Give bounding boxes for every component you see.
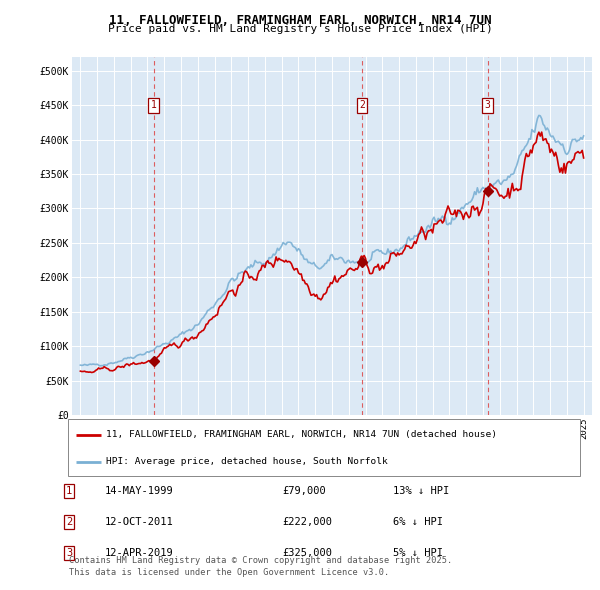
Text: 3: 3 [66,548,72,558]
Text: 13% ↓ HPI: 13% ↓ HPI [393,486,449,496]
Text: 2: 2 [359,100,365,110]
Text: 1: 1 [151,100,157,110]
Text: Contains HM Land Registry data © Crown copyright and database right 2025.
This d: Contains HM Land Registry data © Crown c… [69,556,452,577]
Text: 2: 2 [66,517,72,527]
Text: £222,000: £222,000 [282,517,332,527]
Text: 12-APR-2019: 12-APR-2019 [105,548,174,558]
FancyBboxPatch shape [68,419,580,476]
Text: 11, FALLOWFIELD, FRAMINGHAM EARL, NORWICH, NR14 7UN (detached house): 11, FALLOWFIELD, FRAMINGHAM EARL, NORWIC… [106,431,497,440]
Text: £325,000: £325,000 [282,548,332,558]
Text: 5% ↓ HPI: 5% ↓ HPI [393,548,443,558]
Text: 11, FALLOWFIELD, FRAMINGHAM EARL, NORWICH, NR14 7UN: 11, FALLOWFIELD, FRAMINGHAM EARL, NORWIC… [109,14,491,27]
Text: £79,000: £79,000 [282,486,326,496]
Text: 3: 3 [485,100,491,110]
Text: HPI: Average price, detached house, South Norfolk: HPI: Average price, detached house, Sout… [106,457,388,466]
Text: 12-OCT-2011: 12-OCT-2011 [105,517,174,527]
Text: 6% ↓ HPI: 6% ↓ HPI [393,517,443,527]
Text: 1: 1 [66,486,72,496]
Text: 14-MAY-1999: 14-MAY-1999 [105,486,174,496]
Text: Price paid vs. HM Land Registry's House Price Index (HPI): Price paid vs. HM Land Registry's House … [107,24,493,34]
